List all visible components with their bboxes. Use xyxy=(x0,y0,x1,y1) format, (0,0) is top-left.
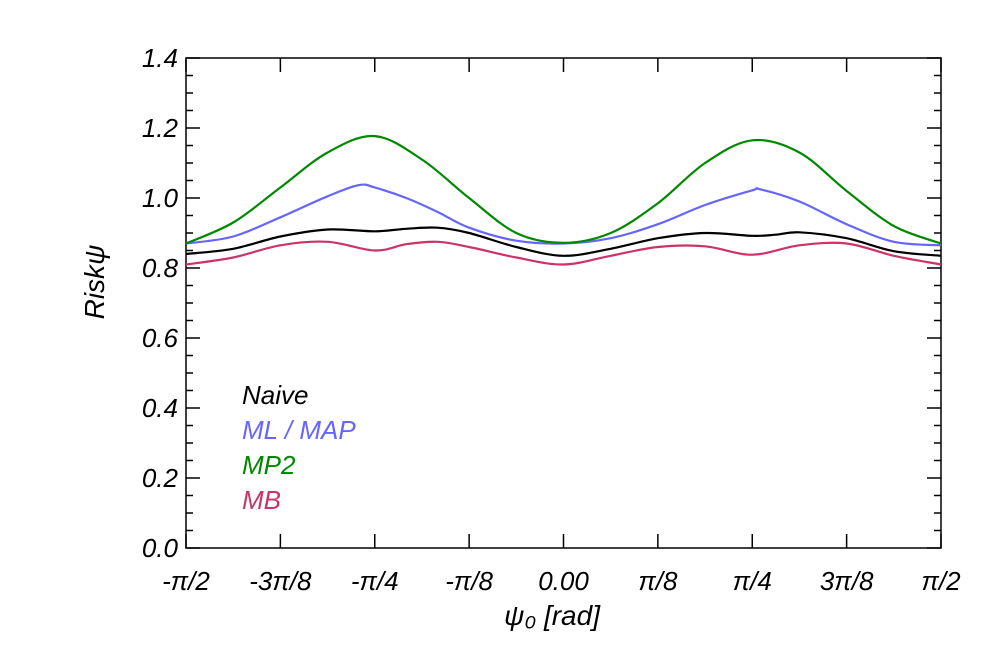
y-tick-label: 1.4 xyxy=(142,43,178,73)
plot-frame xyxy=(185,57,942,549)
legend-label-mb: MB xyxy=(242,485,281,515)
y-tick-label: 0.2 xyxy=(142,463,179,493)
x-tick-label: -π/2 xyxy=(162,566,210,596)
legend-label-mp2: MP2 xyxy=(242,450,296,480)
series-line-naive xyxy=(185,226,942,257)
y-tick-label: 0.6 xyxy=(142,323,179,353)
x-tick-label: π/4 xyxy=(733,566,772,596)
plot-border xyxy=(185,57,942,549)
x-tick-label: -3π/8 xyxy=(249,566,312,596)
y-tick-label: 0.8 xyxy=(142,253,179,283)
y-tick-label: 1.2 xyxy=(142,113,179,143)
y-tick-label: 0.4 xyxy=(142,393,178,423)
x-tick-label: -π/8 xyxy=(445,566,493,596)
y-tick-labels: 0.0 0.2 0.4 0.6 0.8 1.0 1.2 1.4 xyxy=(142,43,179,563)
x-tick-label: -π/4 xyxy=(351,566,399,596)
series-line-mb xyxy=(185,240,942,266)
y-axis-title: Riskψ xyxy=(79,245,110,320)
legend: Naive ML / MAP MP2 MB xyxy=(242,380,356,515)
axis-ticks xyxy=(185,57,942,549)
series-line-ml-map xyxy=(185,183,942,247)
y-tick-label: 1.0 xyxy=(142,183,179,213)
series-line-mp2 xyxy=(185,134,942,245)
legend-label-ml-map: ML / MAP xyxy=(242,415,356,445)
series-lines xyxy=(185,134,942,266)
axis-titles: ψ₀ [rad] Riskψ xyxy=(79,245,601,631)
x-tick-label: π/8 xyxy=(638,566,678,596)
x-tick-label: 0.00 xyxy=(538,566,589,596)
y-tick-label: 0.0 xyxy=(142,533,179,563)
x-tick-label: 3π/8 xyxy=(820,566,874,596)
x-axis-title: ψ₀ [rad] xyxy=(504,600,601,631)
x-tick-label: π/2 xyxy=(921,566,961,596)
x-tick-labels: -π/2 -3π/8 -π/4 -π/8 0.00 π/8 π/4 3π/8 π/2 xyxy=(162,566,961,596)
legend-label-naive: Naive xyxy=(242,380,308,410)
